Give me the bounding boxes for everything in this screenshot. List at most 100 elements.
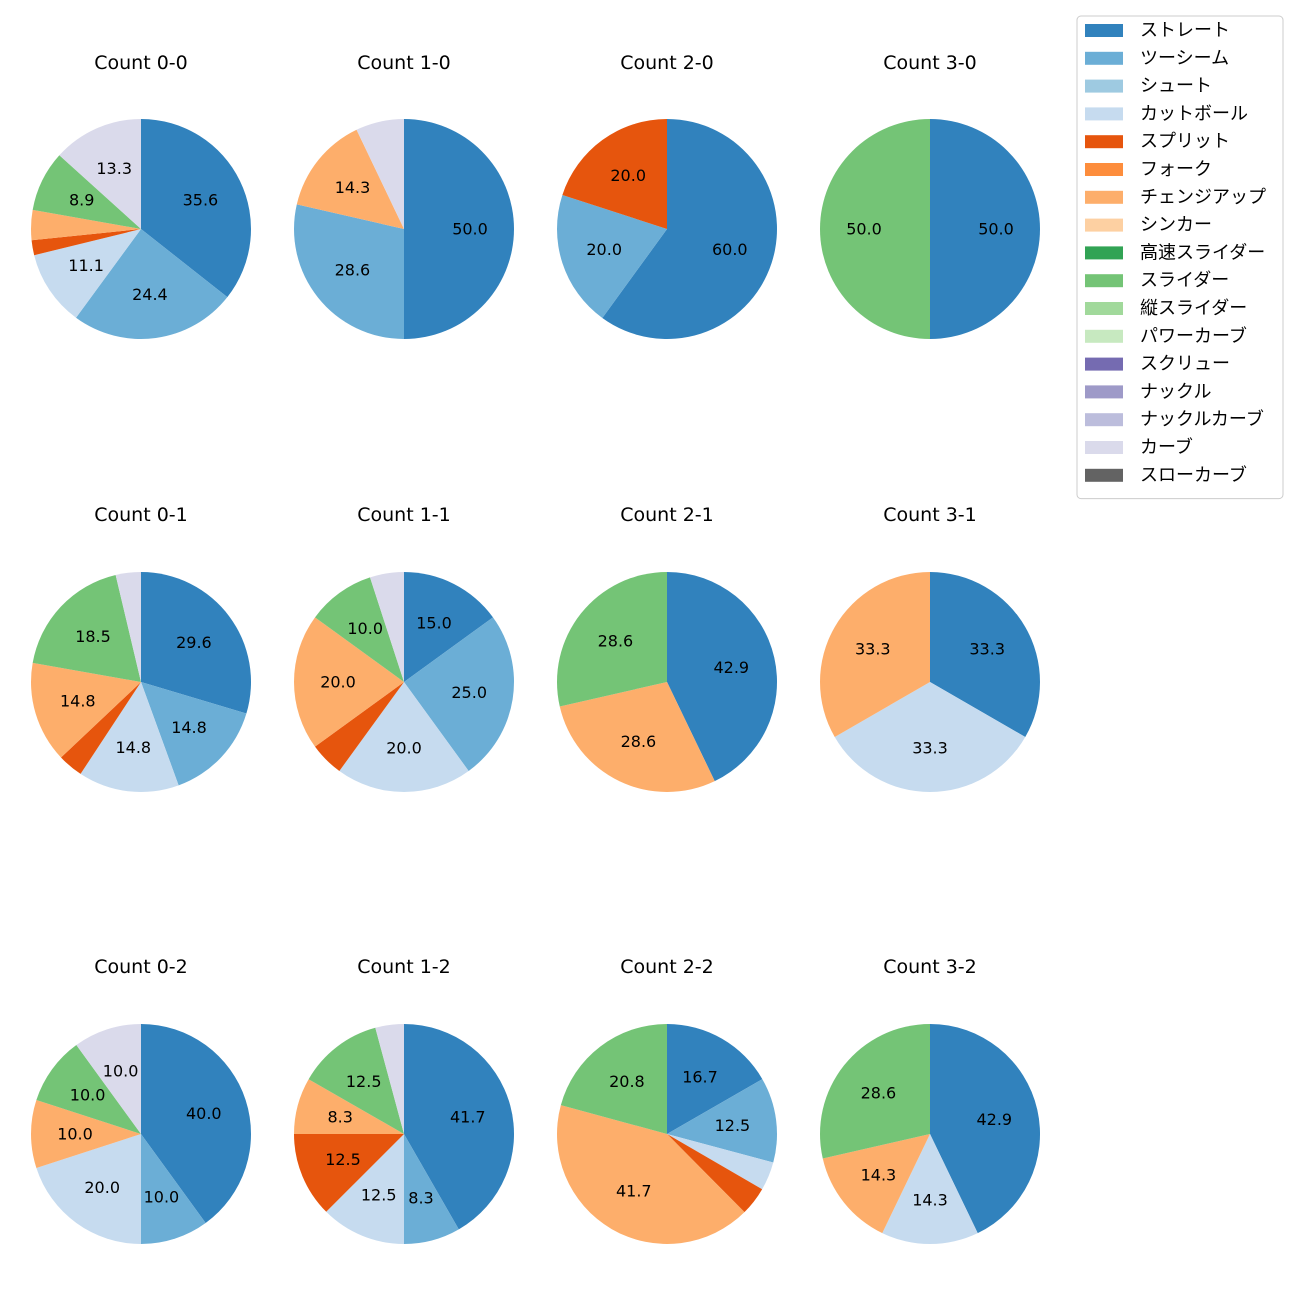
slice-label: 12.5 [325, 1150, 361, 1169]
legend-item: スローカーブ [1085, 464, 1247, 486]
slice-label: 12.5 [715, 1116, 751, 1135]
pie-slice [315, 682, 404, 771]
pie-slice [141, 682, 247, 786]
pie-slice [557, 572, 667, 707]
pie-slice [293, 617, 404, 747]
pie-slice [141, 572, 252, 714]
pie-slice [820, 1024, 930, 1159]
pie-slice [60, 682, 141, 774]
pie-slice [404, 617, 515, 771]
slice-label: 8.3 [408, 1188, 433, 1207]
slice-label: 14.3 [861, 1166, 897, 1185]
legend-swatch [1085, 246, 1123, 260]
pies-layer: Count 0-0 35.6 24.4 11.1 8.913.3 Count 1-0 50.… [30, 52, 1041, 1245]
pie-slice [80, 682, 179, 793]
legend-swatch [1085, 357, 1123, 371]
pie-slice [602, 119, 777, 339]
pie-slice [562, 119, 667, 229]
legend-item: スプリット [1085, 131, 1230, 152]
pie-count-1-2: Count 1-241.78.312.512.58.312.5 [294, 956, 515, 1244]
slice-label: 14.3 [912, 1191, 948, 1210]
pie-title: Count 2-1 [620, 504, 714, 526]
pie-title: Count 3-1 [883, 504, 977, 526]
pie-slice [404, 1024, 515, 1230]
pie-slice [375, 1024, 404, 1134]
slice-label: 28.6 [621, 732, 657, 751]
pie-slice [667, 1134, 774, 1190]
pie-title: Count 1-2 [357, 956, 451, 978]
slice-label: 12.5 [361, 1186, 397, 1205]
legend-swatch [1085, 163, 1123, 176]
slice-label: 20.8 [609, 1072, 645, 1091]
pie-slice [356, 119, 404, 229]
legend-label: ナックル [1140, 381, 1211, 402]
slice-label: 14.8 [171, 718, 207, 737]
pie-slice [30, 662, 141, 758]
pie-slice [834, 682, 1026, 792]
legend-item: カーブ [1085, 436, 1193, 458]
slice-label: 15.0 [416, 614, 452, 633]
legend-item: 縦スライダー [1085, 298, 1247, 319]
pie-count-2-0: Count 2-0 60.0 20.0 20.0 [556, 52, 777, 339]
slice-label: 42.9 [976, 1110, 1012, 1129]
pie-count-2-2: Count 2-2 16.7 12.5 41.7 20.8 [557, 956, 777, 1245]
slice-label: 28.6 [335, 261, 371, 280]
pie-slice [404, 119, 514, 339]
slice-label: 8.9 [69, 191, 94, 210]
pie-slice [34, 229, 141, 318]
pie-title: Count 2-0 [620, 52, 714, 74]
pie-slice [339, 682, 469, 793]
pie-slice [36, 1134, 141, 1244]
slice-label: 29.6 [176, 633, 212, 652]
slice-label: 8.3 [327, 1108, 352, 1127]
legend-item: シュート [1085, 76, 1212, 97]
pie-title: Count 3-2 [883, 956, 977, 978]
pie-slice [930, 572, 1040, 737]
legend-swatch [1085, 329, 1123, 343]
pie-slice [293, 204, 404, 339]
pie-slice [560, 1024, 667, 1134]
pie-slice [30, 209, 141, 241]
pie-slice [315, 577, 404, 682]
legend-label: スライダー [1140, 270, 1229, 291]
pie-count-0-1: Count 0-1 29.6 14.8 14.8 14.8 18.5 [30, 504, 252, 793]
slice-label: 33.3 [969, 640, 1005, 659]
legend-item: パワーカーブ [1085, 325, 1247, 347]
pie-slice [141, 1134, 206, 1244]
pie-slice [326, 1134, 404, 1244]
legend-label: ツーシーム [1140, 48, 1229, 69]
pie-count-3-2: Count 3-2 42.9 14.3 14.3 28.6 [820, 956, 1041, 1245]
legend-swatch [1085, 385, 1123, 399]
slice-label: 28.6 [598, 631, 634, 650]
legend-swatch [1085, 413, 1123, 427]
pie-slice [882, 1134, 978, 1245]
slice-label: 10.0 [144, 1187, 180, 1206]
slice-label: 33.3 [912, 739, 948, 758]
pie-slice [820, 119, 930, 339]
pie-slice [308, 1027, 404, 1134]
pie-slice [31, 229, 141, 256]
legend-item: 高速スライダー [1085, 242, 1265, 263]
slice-label: 35.6 [183, 191, 219, 210]
pie-title: Count 0-1 [94, 504, 188, 526]
pie-title: Count 2-2 [620, 956, 714, 978]
pie-title: Count 1-0 [357, 52, 451, 74]
slice-label: 13.3 [96, 159, 132, 178]
slice-label: 10.0 [57, 1125, 93, 1144]
pie-slice [115, 572, 141, 682]
pie-count-1-0: Count 1-0 50.0 28.6 14.3 [293, 52, 514, 339]
pie-slice [294, 1134, 404, 1212]
legend-item: チェンジアップ [1085, 187, 1266, 208]
legend-item: ナックル [1085, 381, 1211, 402]
slice-label: 20.0 [84, 1178, 120, 1197]
pie-slice [141, 1024, 252, 1223]
legend-swatch [1085, 441, 1123, 454]
slice-label: 11.1 [68, 256, 104, 275]
legend-label: カーブ [1140, 436, 1193, 458]
pie-slice [930, 1024, 1041, 1234]
pie-slice [556, 195, 667, 318]
pie-slice [404, 572, 493, 682]
pie-title: Count 1-1 [357, 504, 451, 526]
legend-label: ナックルカーブ [1140, 408, 1264, 430]
